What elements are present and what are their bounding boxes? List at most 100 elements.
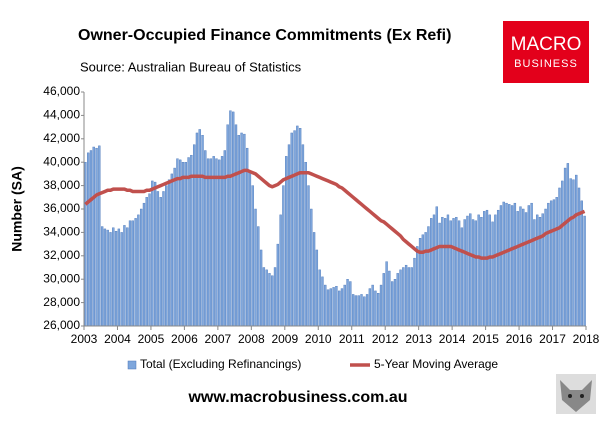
x-tick-label: 2007 [205,332,232,346]
bar [396,273,399,327]
bar [257,226,260,327]
bar [441,216,444,327]
bar [354,295,358,327]
bar [276,243,280,327]
bar [363,296,366,327]
bar [296,125,299,327]
bar [360,294,363,327]
bar [404,264,408,327]
bar [190,154,193,327]
bar [114,231,118,327]
bar [552,199,556,327]
bar [218,159,221,327]
bar [151,180,154,327]
x-tick-label: 2011 [339,332,365,346]
y-tick-label: 26,000 [43,318,80,332]
bar [165,185,168,327]
bar [393,279,397,327]
bar [536,214,539,327]
y-tick-label: 44,000 [43,108,80,122]
bar [499,205,503,327]
bar [123,225,126,327]
bar [402,267,405,327]
bar [139,208,143,327]
bar [198,129,201,327]
chart-subtitle: Source: Australian Bureau of Statistics [80,59,302,74]
bar [232,111,235,327]
bar [566,163,570,327]
bar [293,130,296,327]
bar [184,161,187,327]
x-tick-label: 2017 [539,332,566,346]
bar [491,221,494,327]
bar [243,133,246,327]
y-tick-label: 38,000 [43,178,80,192]
bar [368,288,372,327]
bar [206,158,210,327]
x-tick-label: 2014 [439,332,466,346]
bar [488,214,491,327]
bar [128,220,132,327]
bar [126,227,129,327]
bar [89,150,93,327]
bar [390,281,394,327]
bar [572,179,575,327]
y-tick-label: 46,000 [43,84,80,98]
bar [335,286,338,327]
bar [480,216,483,327]
bar [516,211,519,327]
y-tick-label: 34,000 [43,225,80,239]
bar [173,167,176,327]
bar [103,228,107,327]
logo-text: MACRO [511,34,582,55]
bar [134,218,137,327]
bar [346,279,349,327]
bar [279,214,282,327]
bar [455,216,458,327]
bar [109,232,112,327]
bar [179,159,182,327]
bar [315,249,319,327]
bar [416,246,419,327]
bar [312,232,316,327]
bar [524,212,528,327]
bar [84,161,87,327]
bar [349,281,352,327]
bar [273,267,277,327]
bar [137,214,140,327]
bar [513,202,517,327]
bar [477,214,480,327]
bar [112,227,115,327]
bar [519,206,522,327]
bar [351,294,355,327]
bar [162,191,165,327]
bar [365,294,369,327]
bar [547,202,550,327]
bar [120,232,123,327]
bar [100,226,104,327]
bar [580,200,583,327]
bar [307,185,310,327]
y-tick-label: 30,000 [43,271,80,285]
bar [245,147,249,327]
bar [106,229,109,327]
bar [156,191,160,327]
chart-title: Owner-Occupied Finance Commitments (Ex R… [78,27,451,44]
bar [496,209,500,327]
bar [485,209,489,327]
bar [510,205,514,327]
bar [209,158,213,327]
bar [254,208,257,327]
line [84,168,586,260]
bar [170,173,174,327]
x-tick-label: 2018 [573,332,600,346]
bar [427,226,430,327]
bar [494,214,497,327]
legend-swatch [127,360,137,370]
bar [435,206,438,327]
bar [181,161,185,327]
bar [153,181,157,327]
bar [321,276,324,327]
bar [374,290,377,327]
